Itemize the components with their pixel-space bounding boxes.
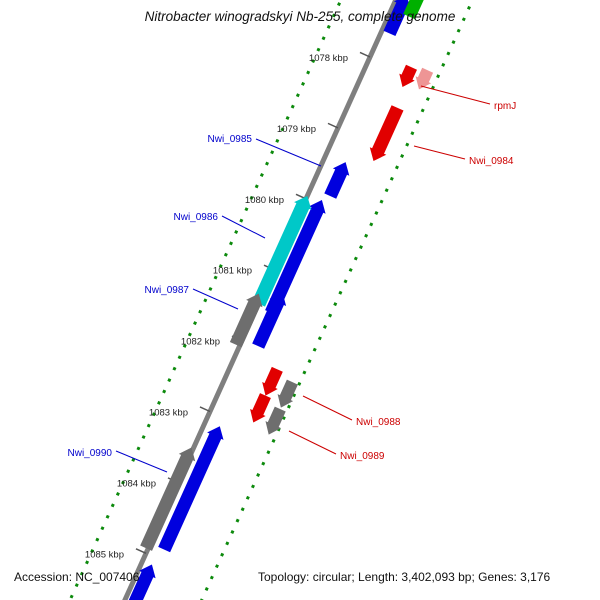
- tick-mark: [359, 51, 371, 58]
- tick-mark: [199, 406, 211, 413]
- gene-label-Nwi_0988[interactable]: Nwi_0988: [356, 417, 401, 428]
- gene-arrow-Nwi_0984[interactable]: [369, 105, 404, 161]
- accession-text: Accession: NC_007406: [14, 570, 140, 584]
- tick-label: 1084 kbp: [117, 478, 156, 489]
- gene-label-rpmJ[interactable]: rpmJ: [494, 101, 516, 112]
- tick-label: 1078 kbp: [309, 53, 348, 64]
- label-leader-rpmJ: [420, 85, 491, 105]
- gene-arrow-Nwi_0989-gene[interactable]: [265, 406, 286, 435]
- tick-mark: [327, 122, 339, 129]
- gene-label-Nwi_0986[interactable]: Nwi_0986: [174, 212, 219, 223]
- status-bar: Accession: NC_007406 Topology: circular;…: [0, 570, 600, 590]
- tick-label: 1080 kbp: [245, 195, 284, 206]
- gene-arrow-Nwi_0990[interactable]: [158, 426, 224, 553]
- gene-arrow-rpmJ-outer[interactable]: [415, 67, 434, 90]
- gene-arrow-top-green[interactable]: [403, 0, 430, 20]
- gene-arrow-Nwi_0986[interactable]: [252, 196, 312, 307]
- tick-label: 1083 kbp: [149, 408, 188, 419]
- gene-arrow-Nwi_0989[interactable]: [250, 393, 271, 423]
- gene-arrow-Nwi_0986-alt[interactable]: [265, 200, 326, 316]
- gene-label-Nwi_0985[interactable]: Nwi_0985: [208, 134, 253, 145]
- gene-arrow-Nwi_0985[interactable]: [324, 162, 350, 199]
- label-leader-Nwi_0986: [221, 215, 266, 239]
- gene-label-Nwi_0990[interactable]: Nwi_0990: [68, 448, 113, 459]
- gene-label-Nwi_0984[interactable]: Nwi_0984: [469, 156, 514, 167]
- label-leader-Nwi_0984: [413, 145, 466, 160]
- guide-line-right: [200, 0, 475, 600]
- label-leader-Nwi_0988: [302, 395, 353, 421]
- gene-arrow-bottom-blue[interactable]: [122, 564, 156, 600]
- gene-arrow-Nwi_0990-gene[interactable]: [140, 447, 196, 551]
- label-leader-Nwi_0985: [255, 138, 322, 167]
- gene-label-Nwi_0989[interactable]: Nwi_0989: [340, 451, 385, 462]
- gene-arrow-rpmJ[interactable]: [399, 64, 417, 87]
- tick-mark: [135, 548, 147, 554]
- label-leader-Nwi_0990: [115, 450, 168, 473]
- tick-label: 1081 kbp: [213, 266, 252, 277]
- gene-label-Nwi_0987[interactable]: Nwi_0987: [145, 285, 190, 296]
- gene-arrow-Nwi_0987-gene[interactable]: [229, 293, 263, 348]
- topology-text: Topology: circular; Length: 3,402,093 bp…: [258, 570, 551, 584]
- guide-line-left: [68, 0, 343, 600]
- tick-label: 1082 kbp: [181, 337, 220, 348]
- tick-label: 1085 kbp: [85, 549, 124, 560]
- tick-label: 1079 kbp: [277, 124, 316, 135]
- gene-arrow-top-blue[interactable]: [383, 0, 411, 36]
- gene-arrow-Nwi_0988-gene[interactable]: [277, 379, 298, 408]
- label-leader-Nwi_0989: [288, 430, 337, 455]
- gene-arrow-Nwi_0987[interactable]: [252, 292, 287, 349]
- label-leader-Nwi_0987: [192, 288, 239, 310]
- gene-arrow-Nwi_0988[interactable]: [262, 366, 283, 396]
